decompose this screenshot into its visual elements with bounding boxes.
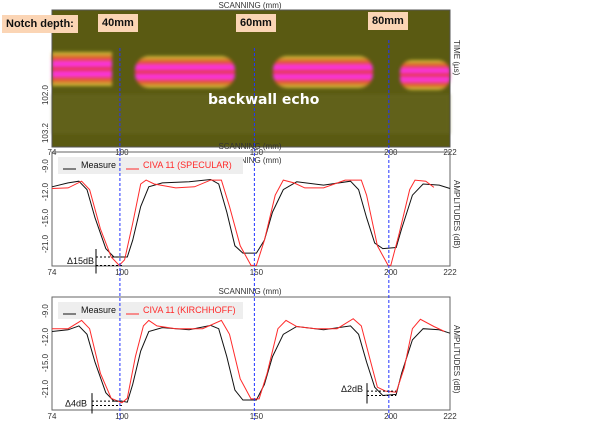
plot-frame xyxy=(51,151,451,267)
echo-segment xyxy=(400,60,450,90)
x-tick-label: 100 xyxy=(115,412,129,421)
delta-annotation: Δ15dB xyxy=(67,256,94,266)
series-measure-line xyxy=(51,324,451,403)
y-tick-label: -9.0 xyxy=(41,159,50,173)
series-civa-line xyxy=(52,318,445,404)
echo-segment xyxy=(52,52,112,86)
heatmap-y-tick: 102.0 xyxy=(41,84,50,105)
notch-40mm-label: 40mm xyxy=(98,14,138,32)
x-tick-label: 222 xyxy=(443,412,457,421)
x-tick-label: 150 xyxy=(250,412,264,421)
legend-civa: CIVA 11 (KIRCHHOFF) xyxy=(143,305,236,315)
series-measure-line xyxy=(51,178,451,258)
legend: Measure CIVA 11 (KIRCHHOFF) xyxy=(58,302,243,319)
y-tick-label: -12.0 xyxy=(41,182,50,201)
echo-segment xyxy=(273,56,373,88)
x-tick-label: 150 xyxy=(250,268,264,277)
echo-segment xyxy=(135,56,235,88)
y-tick-label: -12.0 xyxy=(41,327,50,346)
heatmap-frame xyxy=(51,9,451,148)
delta-annotation-2: Δ2dB xyxy=(341,384,363,394)
y-tick-label: -15.0 xyxy=(41,208,50,227)
x-tick-label: 100 xyxy=(115,268,129,277)
y-tick-label: -15.0 xyxy=(41,353,50,372)
legend-bg xyxy=(58,302,243,319)
plots: Measure CIVA 11 (SPECULAR) Δ15dB Measure CIV… xyxy=(51,40,451,420)
axes: SCANNING (mm) SCANNING (mm) 74 100 150 200 222… xyxy=(41,1,461,421)
x-tick-label: 74 xyxy=(48,412,57,421)
y-tick-label: -9.0 xyxy=(41,304,50,318)
notch-depth-label: Notch depth: xyxy=(2,15,78,33)
delta-annotation: Δ4dB xyxy=(65,398,87,408)
y-tick-label: -21.0 xyxy=(41,379,50,398)
legend-bg xyxy=(58,157,243,174)
backwall-echo-label: backwall echo xyxy=(208,92,320,108)
legend-civa: CIVA 11 (SPECULAR) xyxy=(143,160,232,170)
heatmap-xlabel: SCANNING (mm) xyxy=(218,156,281,165)
plot-xlabel: SCANNING (mm) xyxy=(218,287,281,296)
heatmap-top-xlabel: SCANNING (mm) xyxy=(218,1,281,10)
x-tick-label: 74 xyxy=(48,268,57,277)
notch-80mm-label: 80mm xyxy=(368,12,408,30)
echo-tail xyxy=(52,94,450,134)
y-tick-label: -21.0 xyxy=(41,234,50,253)
bscan-heatmap xyxy=(52,10,450,147)
legend-measure: Measure xyxy=(81,160,116,170)
plot-ylabel: AMPLITUDES (dB) xyxy=(452,180,461,249)
legend: Measure CIVA 11 (SPECULAR) xyxy=(58,157,243,174)
x-tick-label: 222 xyxy=(443,268,457,277)
x-tick-label: 200 xyxy=(384,412,398,421)
heatmap-y-tick: 103.2 xyxy=(41,122,50,143)
plot-ylabel: AMPLITUDES (dB) xyxy=(452,325,461,394)
plot-xlabel: SCANNING (mm) xyxy=(218,142,281,151)
series-civa-line xyxy=(51,179,435,267)
legend-measure: Measure xyxy=(81,305,116,315)
plot-frame xyxy=(51,296,451,411)
heatmap-ylabel: TIME (µs) xyxy=(452,40,461,76)
x-tick-label: 200 xyxy=(384,268,398,277)
notch-60mm-label: 60mm xyxy=(236,14,276,32)
